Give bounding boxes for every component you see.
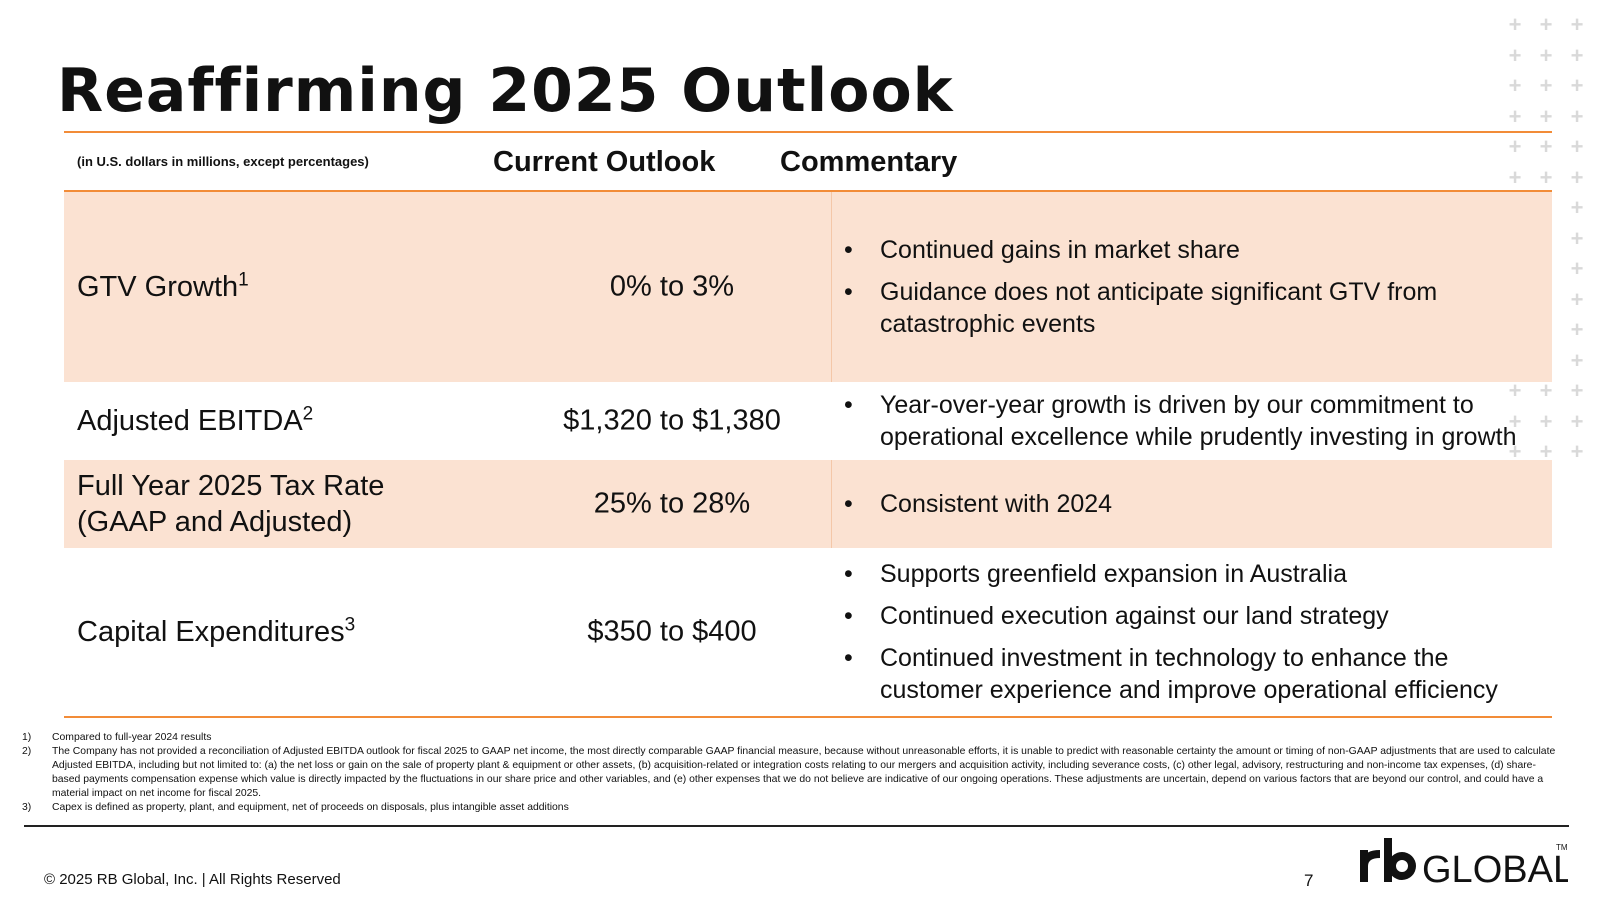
plus-icon: + — [1539, 12, 1553, 37]
plus-icon: + — [1570, 225, 1584, 251]
plus-icon: + — [1570, 317, 1584, 342]
column-divider — [831, 192, 832, 382]
commentary-item: • Supports greenfield expansion in Austra… — [844, 560, 1347, 588]
page-number: 7 — [1304, 871, 1314, 890]
rb-global-logo: GLOBAL TM — [1360, 838, 1568, 890]
footnote: 3) Capex is defined as property, plant, a… — [22, 802, 569, 813]
column-header-outlook: Current Outlook — [493, 146, 716, 178]
svg-text:GLOBAL: GLOBAL — [1422, 849, 1568, 890]
outlook-value: 0% to 3% — [609, 270, 735, 303]
units-note: (in U.S. dollars in millions, except per… — [77, 154, 369, 169]
plus-icon: + — [1508, 103, 1522, 129]
footnote: 2) The Company has not provided a reconci… — [22, 746, 1556, 799]
plus-icon: + — [1508, 73, 1522, 98]
outlook-value: $350 to $400 — [587, 615, 757, 648]
plus-icon: + — [1539, 439, 1553, 464]
table-row: GTV Growth1 0% to 3% • Continued gains in… — [64, 192, 1552, 382]
plus-icon: + — [1539, 164, 1553, 190]
bullet-icon: • — [844, 236, 853, 264]
table-row: Full Year 2025 Tax Rate (GAAP and Adjuste… — [64, 460, 1552, 548]
footer-rule — [24, 825, 1569, 827]
plus-icon: + — [1508, 378, 1522, 403]
plus-icon: + — [1539, 378, 1553, 403]
plus-icon: + — [1570, 286, 1584, 312]
commentary-item: • Year-over-year growth is driven by our … — [844, 391, 1517, 451]
plus-icon: + — [1508, 42, 1522, 68]
column-header-commentary: Commentary — [780, 146, 958, 178]
plus-icon: + — [1539, 103, 1553, 129]
metric-label: Full Year 2025 Tax Rate (GAAP and Adjuste… — [77, 470, 385, 538]
bullet-icon: • — [844, 490, 853, 518]
commentary-item: • Continued execution against our land st… — [844, 602, 1389, 630]
commentary-list: • Year-over-year growth is driven by our … — [844, 389, 1544, 453]
plus-icon: + — [1570, 256, 1584, 281]
plus-icon: + — [1508, 164, 1522, 190]
plus-icon: + — [1539, 134, 1553, 159]
footnote: 1) Compared to full-year 2024 results — [22, 732, 212, 743]
table-row: Capital Expenditures3 $350 to $400 • Supp… — [64, 548, 1552, 716]
plus-icon: + — [1570, 195, 1584, 220]
table-bottom-rule — [64, 716, 1552, 718]
metric-label: Adjusted EBITDA2 — [77, 403, 314, 437]
plus-icon: + — [1570, 164, 1584, 190]
commentary-list: • Continued gains in market share • Guidan… — [844, 234, 1544, 340]
plus-icon: + — [1508, 408, 1522, 434]
plus-icon: + — [1539, 73, 1553, 98]
bullet-icon: • — [844, 644, 853, 672]
bullet-icon: • — [844, 560, 853, 588]
plus-icon: + — [1508, 12, 1522, 37]
plus-icon: + — [1570, 73, 1584, 98]
svg-text:TM: TM — [1556, 843, 1568, 852]
plus-icon: + — [1570, 12, 1584, 37]
metric-label: Capital Expenditures3 — [77, 614, 356, 648]
header-rule — [64, 190, 1552, 192]
outlook-value: $1,320 to $1,380 — [563, 404, 781, 437]
outlook-value: 25% to 28% — [593, 487, 751, 520]
plus-icon: + — [1570, 408, 1584, 434]
commentary-item: • Guidance does not anticipate significan… — [844, 278, 1438, 338]
page-title: Reaffirming 2025 Outlook — [57, 56, 954, 126]
bullet-icon: • — [844, 278, 853, 306]
plus-icon: + — [1570, 103, 1584, 129]
plus-icon: + — [1570, 347, 1584, 373]
plus-icon: + — [1570, 42, 1584, 68]
bullet-icon: • — [844, 391, 853, 419]
plus-icon: + — [1570, 378, 1584, 403]
metric-label: GTV Growth1 — [77, 269, 249, 303]
footnotes: 1) Compared to full-year 2024 results 2) T… — [22, 731, 1562, 815]
commentary-list: • Supports greenfield expansion in Austra… — [844, 558, 1544, 706]
plus-icon: + — [1539, 408, 1553, 434]
commentary-item: • Consistent with 2024 — [844, 490, 1113, 518]
plus-icon: + — [1539, 42, 1553, 68]
commentary-item: • Continued gains in market share — [844, 236, 1240, 264]
bullet-icon: • — [844, 602, 853, 630]
copyright-text: © 2025 RB Global, Inc. | All Rights Rese… — [44, 871, 341, 888]
table-top-rule — [64, 131, 1552, 133]
plus-icon: + — [1570, 134, 1584, 159]
plus-icon: + — [1508, 439, 1522, 464]
plus-icon: + — [1570, 439, 1584, 464]
commentary-list: • Consistent with 2024 — [844, 488, 1544, 520]
column-divider — [831, 460, 832, 548]
plus-icon: + — [1508, 134, 1522, 159]
commentary-item: • Continued investment in technology to e… — [844, 644, 1498, 704]
table-row: Adjusted EBITDA2 $1,320 to $1,380 • Year-… — [64, 382, 1552, 460]
